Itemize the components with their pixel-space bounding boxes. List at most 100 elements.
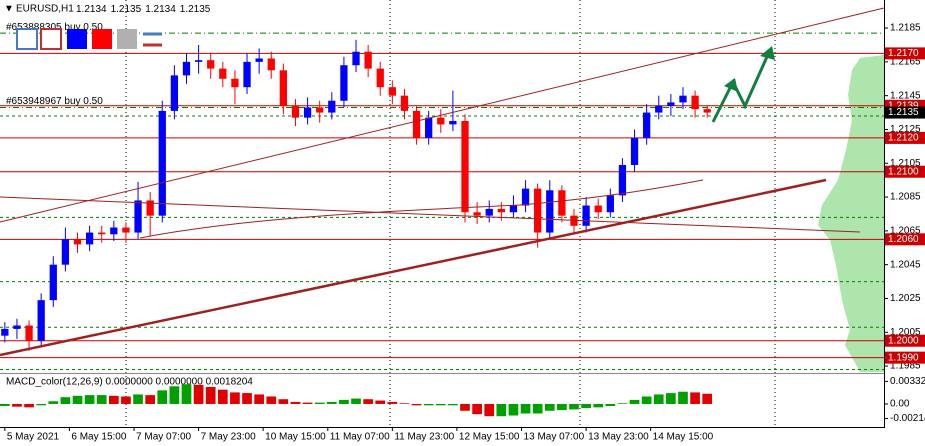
candle-body [449,121,457,125]
time-axis-line [0,427,885,428]
candle-body [376,68,384,88]
arrow-path [711,49,772,123]
macd-bar [242,393,252,404]
x-tick-label: 12 May 15:00 [459,432,520,443]
x-tick-label: 14 May 15:00 [653,432,714,443]
macd-bar [472,403,482,415]
macd-bar [435,403,446,406]
candle-body [37,300,45,341]
candle-body [667,102,675,106]
candle-body [110,227,118,235]
macd-bar [0,403,10,407]
bid-label: 1.2135 [888,107,919,118]
candle-body [194,60,203,62]
level-label: 1.1990 [888,352,919,363]
level-tag [885,334,925,347]
color-button[interactable] [117,29,137,49]
menu-arrow[interactable]: ▼ [4,4,14,15]
level-label: 1.2170 [888,48,919,59]
y-tick-label: 1.2005 [890,327,921,338]
x-tick-label: 11 May 23:00 [394,432,454,443]
y-tick-label: 1.2125 [890,124,921,135]
candle-body [412,110,421,138]
macd-bar [557,403,567,411]
quote-value: 1.2135 [180,4,211,15]
y-tick-label: 1.2085 [890,192,921,203]
y-tick-label: 1.2145 [890,90,921,101]
x-tick-label: 7 May 07:00 [136,432,191,443]
macd-panel [0,384,713,417]
x-tick-label: 6 May 15:00 [71,432,126,443]
candle-body [546,190,554,233]
color-button[interactable] [40,28,62,50]
quote-value: 1.2134 [76,4,107,15]
candle-body [643,112,651,138]
macd-bar [351,398,361,404]
macd-bar [641,396,652,404]
level-tag [885,351,925,364]
y-tick-label: 1.2185 [890,23,921,34]
level-label: 1.2060 [888,234,919,245]
axes: 1.2185 1.2165 1.2145 1.2125 1.2105 1.2085 1.20… [4,23,925,443]
macd-bar [72,395,83,404]
y-tick-label: 1.2065 [890,226,921,237]
candle-body [352,51,360,66]
macd-bar [375,400,386,404]
y-tick-label: 1.2105 [890,158,921,169]
candle-body [606,195,614,213]
macd-bar [411,403,422,406]
macd-bar [278,399,289,404]
macd-bar [484,403,495,417]
candle-body [509,205,518,213]
quote-value: 1.2134 [145,4,176,15]
macd-bar [12,403,22,407]
channel-line [0,7,885,223]
macd-bar [48,401,59,404]
macd-bar [326,401,337,404]
candle-body [679,95,687,103]
macd-bar [363,399,373,404]
color-button[interactable] [92,29,112,49]
macd-bar [690,392,700,404]
candle-body [437,117,445,125]
macd-bar [532,403,543,414]
macd-bar [169,386,180,404]
macd-bar [230,392,240,404]
macd-bar [702,393,713,404]
drawings [0,7,885,357]
candle-body [61,239,70,265]
macd-bar [266,396,277,404]
macd-bar [205,386,216,404]
candle-body [25,325,33,341]
candle-body [1,328,9,336]
y-tick-label: 1.2045 [890,259,921,270]
candle-body [582,205,590,226]
macd-bar [96,395,107,404]
y-tick-label: 1.1985 [890,361,921,372]
toolbar [16,28,162,50]
level-label: 1.2100 [888,166,919,177]
macd-bar [157,390,168,404]
candle-body [170,75,179,111]
color-button[interactable] [16,28,38,50]
candle-body [425,117,433,138]
macd-bar [181,384,192,404]
candle-body [485,208,493,216]
macd-bar [653,394,664,404]
volume-profile [818,55,884,372]
price-axis-line [884,0,885,428]
color-button[interactable] [67,29,87,49]
candle-body [98,232,106,235]
candle-body [400,95,409,111]
y-tick-label: 1.2165 [890,56,921,67]
profile-shape [818,55,884,372]
macd-bar [193,384,204,404]
macd-bar [496,403,507,417]
candle-body [461,121,469,213]
candle-body [291,105,300,118]
level-label: 1.2139 [888,100,919,111]
candle-body [219,68,227,79]
macd-bar [508,403,519,416]
trend-line [0,178,827,357]
